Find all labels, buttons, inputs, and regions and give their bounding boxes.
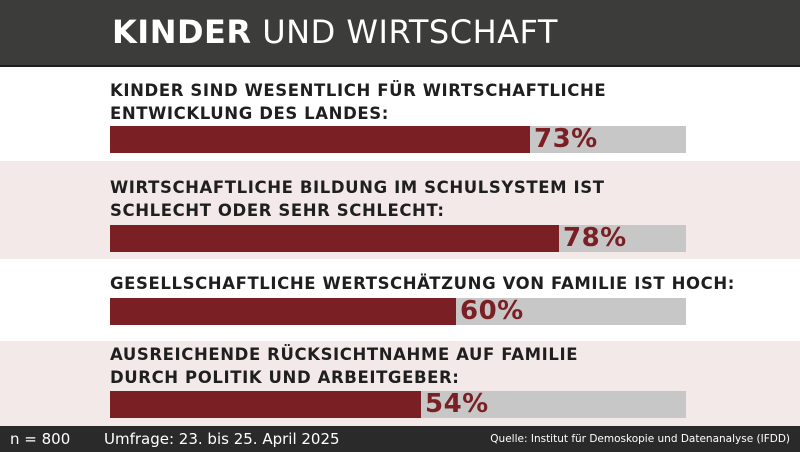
question-1-line-2: ENTWICKLUNG DES LANDES: (110, 104, 389, 123)
bar-label-2: 78% (563, 223, 627, 253)
question-4: AUSREICHENDE RÜCKSICHTNAHME AUF FAMILIE … (110, 343, 710, 389)
header-bar: KINDER UND WIRTSCHAFT (0, 0, 800, 67)
bar-3 (110, 298, 456, 325)
bar-track-2: 78% (110, 223, 686, 253)
sample-size: n = 800 (10, 430, 71, 448)
question-1-line-1: KINDER SIND WESENTLICH FÜR WIRTSCHAFTLIC… (110, 81, 607, 100)
question-1: KINDER SIND WESENTLICH FÜR WIRTSCHAFTLIC… (110, 79, 710, 125)
bar-1 (110, 126, 530, 153)
bar-4 (110, 391, 421, 418)
title-bold: KINDER (112, 13, 252, 51)
bar-label-3: 60% (460, 296, 524, 326)
question-3: GESELLSCHAFTLICHE WERTSCHÄTZUNG VON FAMI… (110, 272, 735, 295)
bar-track-1: 73% (110, 124, 686, 154)
question-3-line-1: GESELLSCHAFTLICHE WERTSCHÄTZUNG VON FAMI… (110, 274, 735, 293)
question-4-line-2: DURCH POLITIK UND ARBEITGEBER: (110, 368, 460, 387)
question-4-line-1: AUSREICHENDE RÜCKSICHTNAHME AUF FAMILIE (110, 345, 579, 364)
question-2-line-2: SCHLECHT ODER SEHR SCHLECHT: (110, 201, 445, 220)
question-2: WIRTSCHAFTLICHE BILDUNG IM SCHULSYSTEM I… (110, 176, 710, 222)
bar-label-1: 73% (534, 124, 598, 154)
bar-label-4: 54% (425, 389, 489, 419)
bar-track-4: 54% (110, 389, 686, 419)
chart-title: KINDER UND WIRTSCHAFT (112, 12, 558, 52)
footer-bar: n = 800 Umfrage: 23. bis 25. April 2025 … (0, 426, 800, 452)
survey-date: Umfrage: 23. bis 25. April 2025 (104, 430, 340, 448)
bar-2 (110, 225, 559, 252)
bar-track-3: 60% (110, 296, 686, 326)
title-light: UND WIRTSCHAFT (262, 13, 558, 51)
question-2-line-1: WIRTSCHAFTLICHE BILDUNG IM SCHULSYSTEM I… (110, 178, 605, 197)
source-note: Quelle: Institut für Demoskopie und Date… (490, 433, 790, 445)
